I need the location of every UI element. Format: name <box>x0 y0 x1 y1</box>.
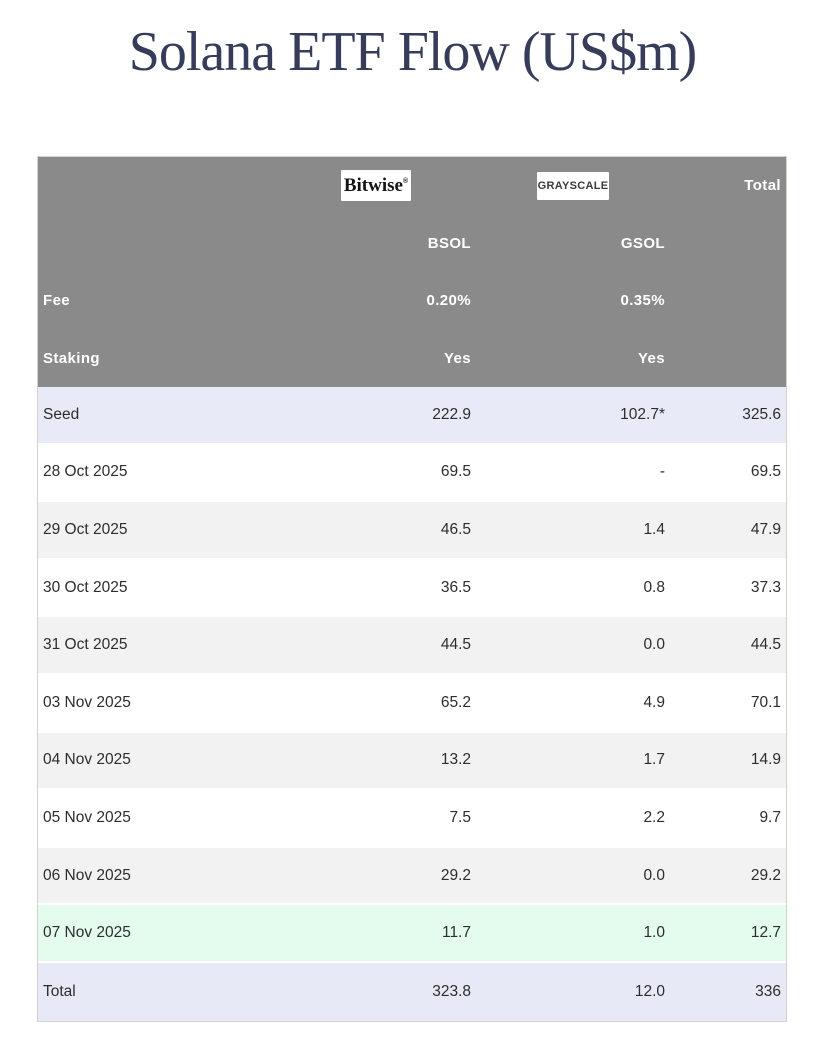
row-label: Total <box>43 982 76 1000</box>
header-staking-row: Staking Yes Yes <box>38 330 786 388</box>
header-tickers-row: BSOL GSOL <box>38 215 786 273</box>
grayscale-logo: GRAYSCALE <box>537 171 609 200</box>
header-fee-row: Fee 0.20% 0.35% <box>38 272 786 330</box>
bsol-value: 13.2 <box>440 751 471 769</box>
total-value: 9.7 <box>759 808 781 826</box>
gsol-value: 1.4 <box>643 520 665 538</box>
table-header: Bitwise ® GRAYSCALE Total BSOL GSOL Fee 0… <box>38 157 786 387</box>
gsol-value: 12.0 <box>634 982 665 1000</box>
row-label: Seed <box>43 405 80 423</box>
bitwise-logo: Bitwise ® <box>341 170 411 202</box>
row-label: 06 Nov 2025 <box>43 866 131 884</box>
gsol-value: 4.9 <box>643 693 665 711</box>
row-label: 30 Oct 2025 <box>43 578 128 596</box>
total-column-header: Total <box>744 177 781 195</box>
total-value: 44.5 <box>750 636 781 654</box>
registered-mark-icon: ® <box>402 177 409 185</box>
gsol-logo-cell: GRAYSCALE <box>476 171 670 200</box>
table-row: Total 323.8 12.0 336 <box>38 962 786 1021</box>
total-value: 47.9 <box>750 520 781 538</box>
header-logos-row: Bitwise ® GRAYSCALE Total <box>38 157 786 215</box>
bsol-value: 46.5 <box>440 520 471 538</box>
row-label: 31 Oct 2025 <box>43 636 128 654</box>
table-row: 30 Oct 2025 36.5 0.8 37.3 <box>38 559 786 618</box>
row-label: 05 Nov 2025 <box>43 808 131 826</box>
table-row: 06 Nov 2025 29.2 0.0 29.2 <box>38 847 786 906</box>
bsol-ticker-header: BSOL <box>427 234 471 252</box>
bsol-value: 44.5 <box>440 636 471 654</box>
table-body: Seed 222.9 102.7* 325.6 28 Oct 2025 69.5… <box>38 387 786 1021</box>
gsol-staking-value: Yes <box>637 349 665 367</box>
bsol-fee-value: 0.20% <box>426 292 471 310</box>
total-value: 69.5 <box>750 463 781 481</box>
row-label: 29 Oct 2025 <box>43 520 128 538</box>
bsol-value: 29.2 <box>440 866 471 884</box>
bsol-staking-value: Yes <box>443 349 471 367</box>
table-row: 29 Oct 2025 46.5 1.4 47.9 <box>38 502 786 560</box>
bsol-value: 11.7 <box>441 924 471 942</box>
gsol-fee-value: 0.35% <box>620 292 665 310</box>
table-row: 07 Nov 2025 11.7 1.0 12.7 <box>38 905 786 963</box>
table-row: 04 Nov 2025 13.2 1.7 14.9 <box>38 732 786 791</box>
gsol-value: 1.7 <box>643 751 665 769</box>
grayscale-logo-text: GRAYSCALE <box>537 179 609 192</box>
table-row: 03 Nov 2025 65.2 4.9 70.1 <box>38 674 786 733</box>
row-label: 03 Nov 2025 <box>43 693 131 711</box>
row-label: 04 Nov 2025 <box>43 751 131 769</box>
row-label: 28 Oct 2025 <box>43 463 128 481</box>
total-value: 37.3 <box>750 578 781 596</box>
page-title: Solana ETF Flow (US$m) <box>128 21 698 83</box>
bsol-value: 36.5 <box>440 578 471 596</box>
staking-label: Staking <box>43 349 100 367</box>
bsol-value: 7.5 <box>449 808 471 826</box>
fee-label: Fee <box>43 292 71 310</box>
total-value: 336 <box>755 982 781 1000</box>
bsol-logo-cell: Bitwise ® <box>276 170 476 202</box>
table-row: 28 Oct 2025 69.5 - 69.5 <box>38 444 786 503</box>
total-value: 12.7 <box>750 924 781 942</box>
total-value: 325.6 <box>742 405 781 423</box>
row-label: 07 Nov 2025 <box>43 924 131 942</box>
gsol-value: 0.0 <box>643 636 665 654</box>
gsol-value: 0.0 <box>643 866 665 884</box>
bsol-value: 65.2 <box>440 693 471 711</box>
total-value: 29.2 <box>750 866 781 884</box>
bsol-value: 323.8 <box>432 982 471 1000</box>
table-row: 05 Nov 2025 7.5 2.2 9.7 <box>38 790 786 848</box>
total-value: 14.9 <box>750 751 781 769</box>
table-row: 31 Oct 2025 44.5 0.0 44.5 <box>38 617 786 675</box>
gsol-value: 0.8 <box>643 578 665 596</box>
gsol-ticker-header: GSOL <box>620 234 665 252</box>
bsol-value: 69.5 <box>440 463 471 481</box>
gsol-value: 1.0 <box>643 924 665 942</box>
bitwise-logo-text: Bitwise <box>343 174 403 196</box>
total-value: 70.1 <box>750 693 781 711</box>
table-row: Seed 222.9 102.7* 325.6 <box>38 387 786 445</box>
etf-flow-table: Bitwise ® GRAYSCALE Total BSOL GSOL Fee 0… <box>37 156 787 1022</box>
gsol-value: - <box>659 463 665 481</box>
gsol-value: 2.2 <box>643 808 665 826</box>
gsol-value: 102.7* <box>620 405 665 423</box>
bsol-value: 222.9 <box>432 405 471 423</box>
